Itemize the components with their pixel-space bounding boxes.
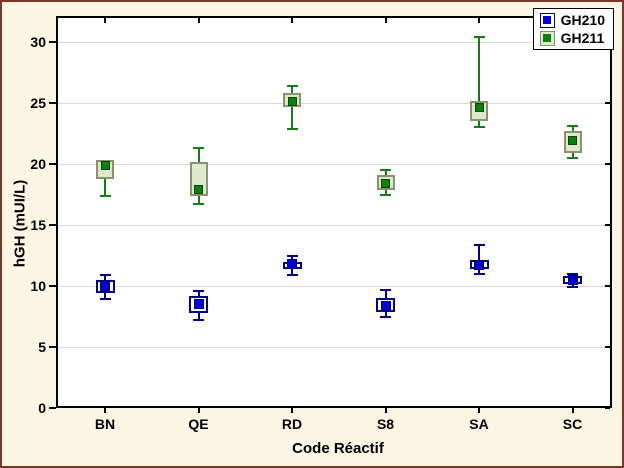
y-tick-inner [605,163,610,165]
whisker-cap-bottom [567,286,578,289]
whisker-line [478,37,480,128]
x-axis-title: Code Réactif [292,440,384,457]
x-tick [104,408,106,413]
x-tick-label: BN [94,416,116,432]
legend-marker-gh210-icon [539,12,555,28]
whisker-cap-bottom [193,203,204,206]
whisker-cap-top [567,272,578,275]
x-tick [291,408,293,413]
whisker-cap-bottom [193,319,204,322]
legend-label: GH210 [560,12,605,28]
x-tick-top [478,18,480,23]
whisker-cap-top [567,125,578,128]
legend-marker-inner [543,16,552,24]
whisker-cap-bottom [380,315,391,318]
gridline [58,102,610,104]
gridline [58,224,610,226]
x-tick-label: SA [469,416,489,432]
x-tick [571,408,574,413]
whisker-cap-top [99,274,111,277]
y-tick-label: 0 [38,400,46,416]
x-tick-label: SC [562,416,583,432]
gridline [58,41,610,43]
y-tick-label: 30 [30,34,46,50]
x-tick [478,408,480,413]
y-tick [49,102,56,104]
whisker-cap-top [473,243,485,246]
x-tick [384,408,387,413]
mean-marker [100,160,110,170]
whisker-cap-top [380,288,391,291]
y-tick [49,346,56,348]
y-tick-label: 25 [30,95,46,111]
y-tick-inner [605,407,610,409]
x-tick-top [291,18,293,23]
whisker-cap-top [380,169,391,172]
whisker-line [478,244,480,274]
y-tick [49,285,56,287]
whisker-cap-top [286,84,298,87]
y-tick-inner [605,285,610,287]
x-tick-top [384,18,387,23]
plot-area [49,16,612,413]
y-tick-inner [605,102,610,104]
mean-marker [381,179,390,189]
legend-label: GH211 [560,30,605,46]
y-tick-label: 15 [30,217,46,233]
y-tick [49,407,56,409]
y-tick-label: 10 [30,278,46,294]
y-tick [49,224,56,226]
whisker-cap-bottom [473,126,485,129]
whisker-line [291,85,293,129]
y-tick-label: 5 [38,339,46,355]
legend-marker-gh211-icon [539,30,555,46]
whisker-cap-bottom [99,298,111,301]
whisker-cap-top [193,147,204,150]
gridline [58,285,610,287]
mean-marker [100,281,110,291]
x-tick-label: S8 [376,416,395,432]
legend-marker-inner [543,34,552,42]
y-tick [49,163,56,165]
whisker-cap-bottom [99,194,111,197]
x-tick-label: RD [281,416,303,432]
legend-item: GH211 [539,30,605,46]
mean-marker [193,299,204,310]
mean-marker [380,300,391,311]
whisker-cap-top [286,254,298,257]
mean-marker [287,97,297,107]
mean-marker [568,136,577,146]
mean-marker [567,274,578,285]
legend: GH210 GH211 [532,8,614,50]
whisker-cap-bottom [567,156,578,159]
y-tick-inner [605,224,610,226]
mean-marker [194,185,203,195]
whisker-cap-bottom [286,127,298,130]
whisker-cap-bottom [473,272,485,275]
whisker-cap-top [473,36,485,39]
mean-marker [287,259,297,270]
whisker-cap-bottom [380,193,391,196]
x-tick-top [197,18,200,23]
whisker-cap-bottom [286,274,298,277]
y-tick [49,41,56,43]
y-tick-inner [605,346,610,348]
x-tick [197,408,200,413]
legend-item: GH210 [539,12,605,28]
gridline [58,163,610,165]
mean-marker [474,103,484,113]
x-tick-label: QE [188,416,209,432]
gridline [58,346,610,348]
y-tick-label: 20 [30,156,46,172]
whisker-cap-top [193,289,204,292]
mean-marker [474,260,484,271]
x-tick-top [104,18,106,23]
